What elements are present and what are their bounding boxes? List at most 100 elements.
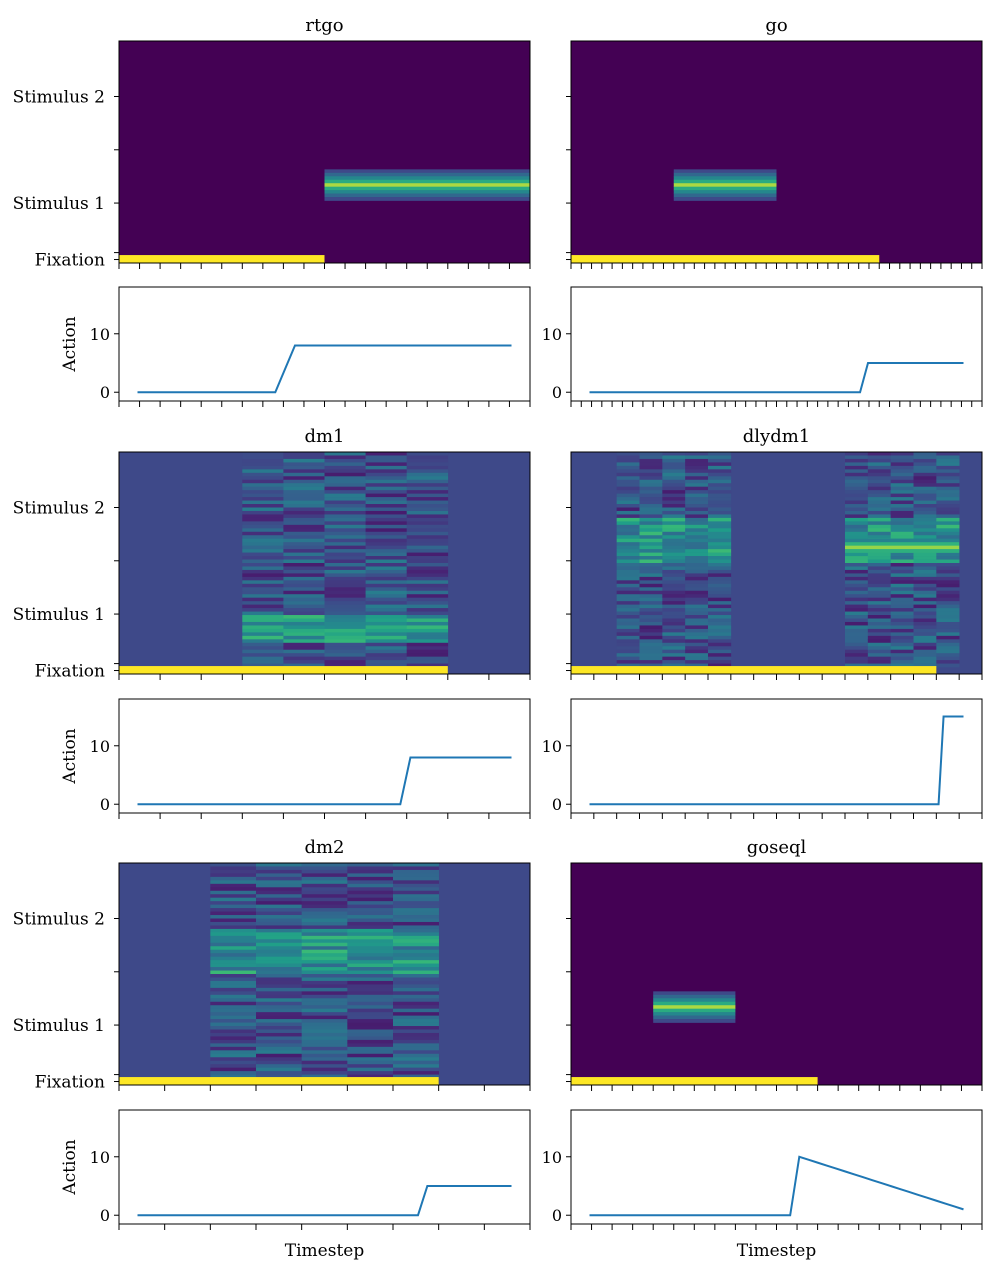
heatmap-cell <box>393 956 439 961</box>
heatmap-cell <box>867 663 891 668</box>
heatmap-cell <box>913 559 937 564</box>
heatmap-cell <box>639 479 663 484</box>
heatmap-cell <box>365 510 407 515</box>
heatmap-cell <box>283 486 325 491</box>
heatmap-cell <box>867 635 891 640</box>
heatmap-cell <box>936 476 960 481</box>
heatmap-cell <box>301 970 348 975</box>
heatmap-cell <box>256 977 302 982</box>
heatmap-cell <box>301 1064 348 1068</box>
heatmap-cell <box>324 576 366 581</box>
heatmap-cell <box>347 1029 394 1034</box>
heatmap-cell <box>324 472 366 477</box>
heatmap-cell <box>936 594 960 598</box>
heatmap-cell <box>936 472 960 477</box>
panel-dm2: dm2 Fixation Stimulus 1 Stimulus 2 0 10 Action… <box>13 837 531 1261</box>
heatmap-cell <box>210 880 257 885</box>
panel-title: dm2 <box>304 837 344 858</box>
heatmap-cell <box>210 1074 257 1079</box>
heatmap-cell <box>406 486 449 491</box>
heatmap-cell <box>639 573 663 578</box>
heatmap-cell <box>256 967 302 971</box>
heatmap-cell <box>845 556 869 560</box>
heatmap-cell <box>890 556 914 560</box>
heatmap-cell <box>616 649 640 654</box>
heatmap-cell <box>662 465 686 470</box>
heatmap-cell <box>347 1001 394 1006</box>
heatmap-cell <box>685 559 709 564</box>
heatmap-cell <box>283 587 325 592</box>
heatmap-cell <box>365 573 407 578</box>
heatmap-cell <box>324 653 366 657</box>
heatmap-cell <box>936 653 960 657</box>
heatmap-cell <box>210 897 257 902</box>
heatmap-cell <box>867 621 891 626</box>
heatmap-cell <box>616 653 640 657</box>
heatmap-cell <box>685 628 709 633</box>
heatmap-cell <box>210 1032 257 1037</box>
heatmap-cell <box>347 970 394 975</box>
stimulus1-band-row <box>673 190 777 194</box>
heatmap-cell <box>283 628 325 633</box>
heatmap-cell <box>301 1050 348 1055</box>
heatmap-cell <box>639 601 663 605</box>
heatmap-cell <box>365 542 407 546</box>
heatmap-cell <box>283 642 325 647</box>
heatmap-cell <box>365 462 407 467</box>
heatmap-cell <box>210 925 257 930</box>
heatmap-cell <box>210 1057 257 1062</box>
heatmap-cell <box>662 552 686 557</box>
heatmap-cell <box>662 642 686 647</box>
heatmap-cell <box>936 483 960 487</box>
heatmap-cell <box>913 587 937 592</box>
heatmap-cell <box>867 566 891 571</box>
heatmap-cell <box>639 660 663 664</box>
heatmap-cell <box>639 514 663 519</box>
heatmap-cell <box>845 580 869 585</box>
heatmap-cell <box>936 656 960 661</box>
heatmap-cell <box>283 500 325 505</box>
heatmap-cell <box>210 960 257 964</box>
heatmap-cell <box>685 583 709 588</box>
heatmap-cell <box>867 642 891 647</box>
heatmap-cell <box>616 455 640 460</box>
heatmap-cell <box>616 656 640 661</box>
heatmap-cell <box>890 635 914 640</box>
heatmap-cell <box>867 507 891 512</box>
heatmap-cell <box>708 576 732 581</box>
heatmap-cell <box>406 483 449 487</box>
heatmap-cell <box>301 980 348 985</box>
heatmap-cell <box>685 556 709 560</box>
heatmap-cell <box>347 935 394 940</box>
heatmap-cell <box>913 646 937 651</box>
heatmap-cell <box>616 535 640 540</box>
heatmap-cell <box>301 873 348 878</box>
stimulus1-band-row <box>324 179 530 184</box>
heatmap-cell <box>685 569 709 574</box>
heatmap-cell <box>283 559 325 564</box>
heatmap-cell <box>708 517 732 522</box>
heatmap-cell <box>639 556 663 560</box>
heatmap-cell <box>845 597 869 602</box>
heatmap-cell <box>936 500 960 505</box>
heatmap-cell <box>913 573 937 578</box>
heatmap-cell <box>406 580 449 585</box>
heatmap-cell <box>936 621 960 626</box>
heatmap-cell <box>616 566 640 571</box>
heatmap-cell <box>365 656 407 661</box>
fixation-bar <box>571 1077 818 1085</box>
heatmap-cell <box>210 974 257 978</box>
heatmap-cell <box>301 915 348 919</box>
x-axis-label: Timestep <box>737 1241 817 1261</box>
heatmap-cell <box>256 1012 302 1016</box>
heatmap-cell <box>283 535 325 540</box>
heatmap-cell <box>913 580 937 585</box>
heatmap-cell <box>393 953 439 957</box>
heatmap-cell <box>913 618 937 623</box>
heatmap-cell <box>913 583 937 588</box>
heatmap-cell <box>256 904 302 909</box>
heatmap-cell <box>936 660 960 664</box>
heatmap-cell <box>867 535 891 540</box>
heatmap-cell <box>242 531 284 536</box>
heatmap-cell <box>913 462 937 467</box>
